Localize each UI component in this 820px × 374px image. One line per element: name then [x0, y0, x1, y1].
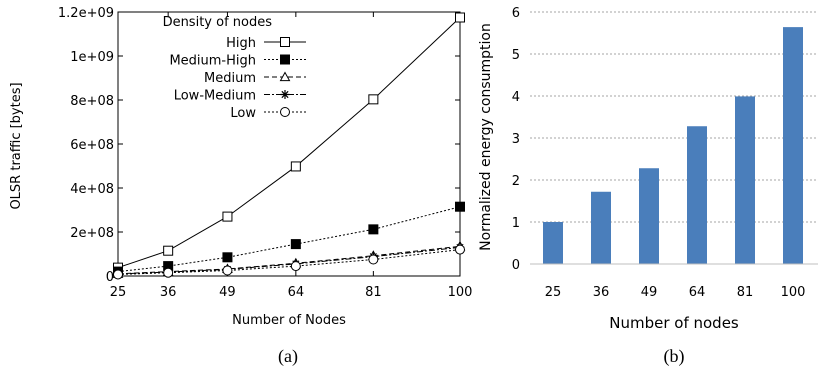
y-tick-label: 4e+08 [70, 182, 114, 197]
x-tick-label: 81 [737, 285, 754, 300]
x-tick-label: 36 [593, 285, 610, 300]
y-axis-ticks: 0 2e+08 4e+08 6e+08 8e+08 1e+09 1.2e+09 [58, 6, 460, 285]
series-lines [112, 12, 466, 280]
x-tick-label: 36 [160, 285, 177, 300]
x-tick-label: 25 [110, 285, 127, 300]
legend-marker [280, 54, 290, 65]
legend-entry-label: Medium [204, 71, 256, 86]
bar-49 [639, 168, 659, 264]
data-point [368, 254, 379, 265]
data-point [222, 265, 233, 276]
data-point [455, 244, 465, 255]
y-tick-label: 6 [512, 6, 520, 21]
bar-64 [687, 126, 707, 265]
series-line [117, 249, 461, 275]
data-point [163, 267, 174, 278]
legend-entry-label: High [226, 36, 256, 51]
y-tick-label: 0 [512, 258, 520, 273]
y-tick-label: 5 [512, 48, 520, 63]
series-line [117, 206, 461, 273]
line-chart-panel: 0 2e+08 4e+08 6e+08 8e+08 1e+09 1.2e+09 25 36 49… [9, 6, 472, 367]
legend: Density of nodes High Medium-High Medium Lo… [163, 15, 306, 121]
legend-title: Density of nodes [163, 15, 273, 30]
x-tick-label: 100 [781, 285, 806, 300]
legend-entry-label: Low-Medium [174, 89, 256, 104]
y-axis-label: OLSR traffic [bytes] [9, 82, 24, 209]
x-tick-label: 64 [689, 285, 706, 300]
y-tick-label: 2e+08 [70, 226, 114, 241]
data-point [290, 161, 301, 172]
x-tick-label: 64 [288, 285, 305, 300]
bars [543, 27, 803, 265]
bar-25 [543, 222, 563, 264]
gridlines [530, 11, 818, 223]
y-tick-label: 1 [512, 216, 520, 231]
x-tick-label: 49 [641, 285, 658, 300]
y-axis-label: Normalized energy consumption [478, 23, 494, 251]
x-axis-label: Number of Nodes [232, 313, 346, 328]
y-tick-label: 6e+08 [70, 138, 114, 153]
data-point [290, 239, 301, 250]
plot-area-frame [117, 11, 461, 277]
legend-marker [280, 37, 290, 47]
data-point [113, 269, 123, 280]
x-axis-ticks: 25 36 49 64 81 100 [545, 285, 806, 300]
y-tick-label: 0 [106, 270, 114, 285]
data-point [290, 261, 301, 272]
y-tick-label: 1e+09 [70, 50, 114, 65]
data-point [163, 245, 174, 256]
data-point [368, 224, 379, 235]
data-point [222, 211, 233, 222]
x-tick-label: 100 [448, 285, 473, 300]
bar-chart-panel: 0 1 2 3 4 5 6 25 36 49 64 81 100 Normalized energy … [478, 6, 818, 367]
x-tick-label: 81 [365, 285, 382, 300]
x-axis-label: Number of nodes [609, 314, 739, 332]
series-low [113, 244, 465, 280]
y-tick-label: 2 [512, 174, 520, 189]
legend-marker [279, 71, 291, 82]
data-point [455, 12, 465, 23]
legend-entry-label: Low [230, 106, 256, 121]
y-tick-label: 3 [512, 132, 520, 147]
panel-label-a: (a) [278, 346, 298, 367]
series-high [113, 12, 465, 273]
y-tick-label: 1.2e+09 [58, 6, 114, 21]
series-line [117, 246, 461, 275]
y-axis-ticks: 0 1 2 3 4 5 6 [512, 6, 520, 273]
series-line [117, 17, 461, 269]
x-tick-label: 25 [545, 285, 562, 300]
legend-marker [280, 90, 290, 99]
bar-81 [735, 96, 755, 264]
data-point [455, 201, 465, 212]
panel-label-b: (b) [664, 346, 685, 367]
legend-marker [280, 107, 290, 117]
y-tick-label: 8e+08 [70, 94, 114, 109]
x-axis-ticks: 25 36 49 64 81 100 [110, 12, 473, 300]
legend-entry-label: Medium-High [169, 54, 256, 69]
bar-36 [591, 191, 611, 264]
series-medium-high [113, 201, 465, 277]
bar-100 [783, 27, 803, 265]
data-point [368, 94, 379, 105]
x-tick-label: 49 [219, 285, 236, 300]
y-tick-label: 4 [512, 90, 520, 105]
data-point [222, 252, 233, 263]
